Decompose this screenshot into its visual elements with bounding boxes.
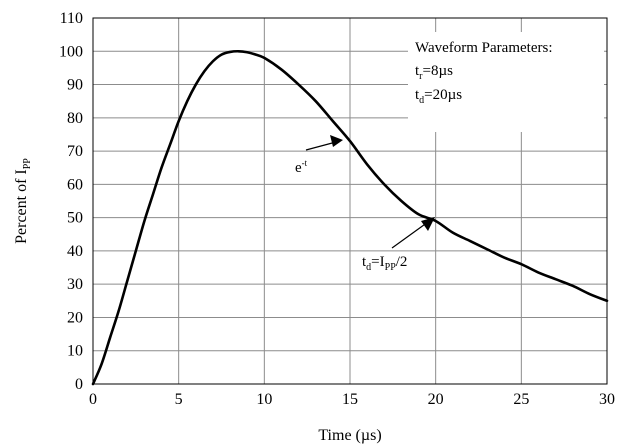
rise-time-label: tr=8µs xyxy=(415,63,453,82)
y-tick-label: 80 xyxy=(67,110,83,127)
x-tick-label: 10 xyxy=(256,391,272,408)
x-tick-label: 30 xyxy=(599,391,615,408)
y-tick-label: 20 xyxy=(67,309,83,326)
parameters-box xyxy=(408,32,604,132)
y-tick-label: 110 xyxy=(60,10,83,27)
y-tick-label: 30 xyxy=(67,276,83,293)
x-tick-label: 5 xyxy=(175,391,183,408)
y-axis-title: Percent of IPP xyxy=(13,158,33,244)
y-tick-label: 60 xyxy=(67,176,83,193)
half-arrow-line xyxy=(391,221,429,249)
x-tick-labels: 0 5 10 15 20 25 30 xyxy=(89,391,615,408)
x-tick-label: 20 xyxy=(428,391,444,408)
exp-arrow-head xyxy=(330,135,343,147)
plot-frame xyxy=(92,17,608,385)
x-axis-title: Time (µs) xyxy=(318,427,381,444)
x-tick-label: 25 xyxy=(513,391,529,408)
y-tick-label: 100 xyxy=(59,43,83,60)
parameters-title: Waveform Parameters: xyxy=(415,40,552,56)
y-tick-label: 10 xyxy=(67,343,83,360)
half-value-label: td=IPP/2 xyxy=(362,254,407,273)
half-arrow-head xyxy=(421,217,435,231)
exp-label: e-t xyxy=(295,158,308,176)
y-tick-label: 40 xyxy=(67,243,83,260)
waveform-curve xyxy=(91,49,609,386)
x-tick-label: 15 xyxy=(342,391,358,408)
exp-arrow-line xyxy=(305,141,337,151)
x-tick-label: 0 xyxy=(89,391,97,408)
y-tick-label: 0 xyxy=(75,376,83,393)
y-tick-labels: 0 10 20 30 40 50 60 70 80 90 100 110 xyxy=(59,10,83,393)
decay-time-label: td=20µs xyxy=(415,87,462,106)
y-tick-label: 50 xyxy=(67,210,83,227)
y-tick-label: 70 xyxy=(67,143,83,160)
y-tick-label: 90 xyxy=(67,77,83,94)
